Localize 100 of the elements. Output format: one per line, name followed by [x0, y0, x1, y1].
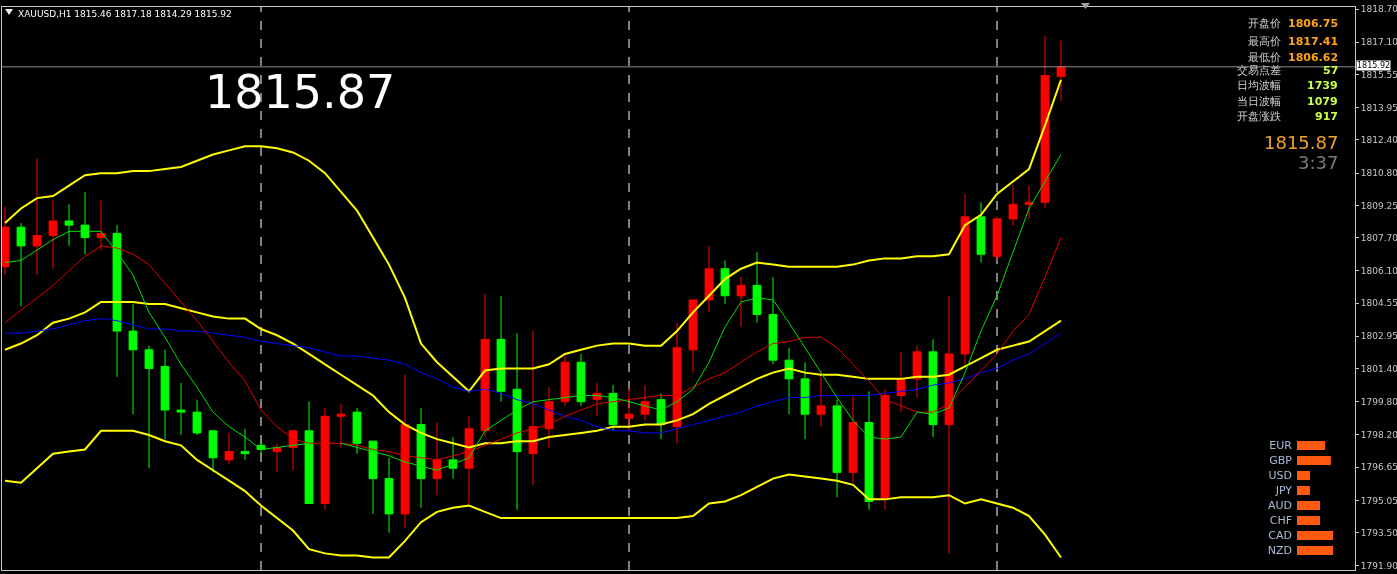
candlestick — [992, 216, 1002, 261]
candlestick — [784, 347, 794, 415]
y-tick-label: 1791.90 — [1360, 561, 1397, 571]
candlestick — [48, 199, 58, 270]
text: 57 — [1323, 64, 1339, 77]
candlestick — [1040, 35, 1050, 210]
candlestick — [416, 407, 426, 509]
y-tick-label: 1812.40 — [1360, 135, 1397, 146]
candlestick — [400, 374, 410, 529]
candlestick — [976, 201, 986, 264]
candlestick — [368, 440, 378, 515]
y-tick-label: GBP — [1269, 454, 1293, 468]
y-tick-label: 1799.80 — [1360, 396, 1397, 407]
candlestick — [1008, 185, 1018, 226]
candlestick — [192, 399, 202, 436]
candlestick — [592, 382, 602, 417]
y-tick-label: 1810.80 — [1360, 168, 1397, 179]
candlestick — [96, 199, 106, 251]
y-tick-label: 1806.10 — [1360, 265, 1397, 276]
y-tick-label: 1809.25 — [1360, 200, 1397, 211]
candlestick — [352, 407, 362, 455]
candlestick — [80, 191, 90, 255]
text: 日均波幅 — [1237, 79, 1281, 92]
y-tick-label: 1795.05 — [1360, 495, 1397, 506]
candlestick — [672, 322, 682, 444]
candlestick — [512, 332, 522, 511]
y-tick-label: 1818.70 — [1360, 4, 1397, 15]
candlestick — [960, 193, 970, 365]
text: 最低价 — [1248, 51, 1281, 64]
candlestick — [928, 338, 938, 438]
y-tick-label: 1804.55 — [1360, 298, 1397, 309]
text: 3:37 — [1298, 152, 1339, 173]
chart-title: XAUUSD,H1 1815.46 1817.18 1814.29 1815.92 — [18, 9, 232, 20]
candlestick — [896, 351, 906, 413]
candlestick — [2, 205, 10, 276]
candlestick — [112, 224, 122, 378]
candlestick — [224, 432, 234, 465]
candlestick — [160, 349, 170, 440]
y-tick-label: 1813.95 — [1360, 102, 1397, 113]
candlestick — [624, 386, 634, 432]
candlestick — [208, 430, 218, 473]
y-tick-label: CHF — [1269, 514, 1292, 528]
text: 开盘价 — [1248, 17, 1281, 30]
y-tick-label: CAD — [1268, 529, 1292, 543]
candlestick — [16, 222, 26, 307]
candlestick — [736, 276, 746, 328]
y-tick-label: 1815.55 — [1360, 69, 1397, 80]
line-series — [4, 301, 1062, 449]
text: 1806.62 — [1288, 51, 1339, 64]
bar — [1297, 546, 1333, 555]
text: 1817.41 — [1288, 35, 1339, 48]
candlestick — [128, 303, 138, 415]
bar — [1297, 456, 1331, 465]
candlestick — [576, 353, 586, 407]
line-series — [4, 318, 1062, 434]
line-series — [4, 429, 1062, 559]
y-tick-label: NZD — [1267, 544, 1292, 558]
text: 开盘涨跌 — [1237, 110, 1281, 123]
candlestick — [704, 245, 714, 313]
y-tick-label: 1796.65 — [1360, 462, 1397, 473]
candlestick — [720, 259, 730, 305]
candlestick — [864, 390, 874, 511]
candlestick — [304, 401, 314, 505]
candlestick — [800, 361, 810, 440]
y-tick-label: USD — [1268, 469, 1292, 483]
y-tick-label: 1807.70 — [1360, 232, 1397, 243]
bar — [1297, 441, 1326, 450]
candlestick — [528, 330, 538, 486]
candlestick — [336, 403, 346, 448]
candlestick — [832, 399, 842, 498]
candlestick — [1056, 40, 1066, 102]
candlestick — [752, 251, 762, 324]
text: 917 — [1315, 110, 1338, 123]
candlestick — [912, 345, 922, 399]
text: 当日波幅 — [1237, 95, 1281, 108]
candlestick — [560, 355, 570, 407]
text: 交易点差 — [1237, 64, 1281, 77]
bar — [1297, 531, 1333, 540]
candlestick — [816, 370, 826, 428]
y-tick-label: JPY — [1274, 484, 1293, 498]
candlestick — [432, 422, 442, 496]
candlestick — [32, 158, 42, 276]
candlestick — [480, 293, 490, 438]
text: 1815.87 — [1264, 132, 1339, 153]
text: 1806.75 — [1288, 17, 1339, 30]
bar — [1297, 501, 1321, 510]
y-tick-label: 1798.20 — [1360, 430, 1397, 441]
ref-line-label: 1815.92 — [1357, 61, 1391, 70]
y-tick-label: EUR — [1269, 439, 1293, 453]
candlestick — [144, 345, 154, 469]
candlestick — [64, 203, 74, 247]
candlestick — [320, 407, 330, 511]
candlestick — [944, 295, 954, 554]
text: 最高价 — [1248, 35, 1281, 48]
annotation: 1815.87 — [205, 65, 396, 119]
candlestick — [848, 394, 858, 484]
y-tick-label: 1793.50 — [1360, 527, 1397, 538]
y-tick-label: 1801.40 — [1360, 363, 1397, 374]
candlestick — [544, 386, 554, 448]
candlestick — [768, 276, 778, 365]
